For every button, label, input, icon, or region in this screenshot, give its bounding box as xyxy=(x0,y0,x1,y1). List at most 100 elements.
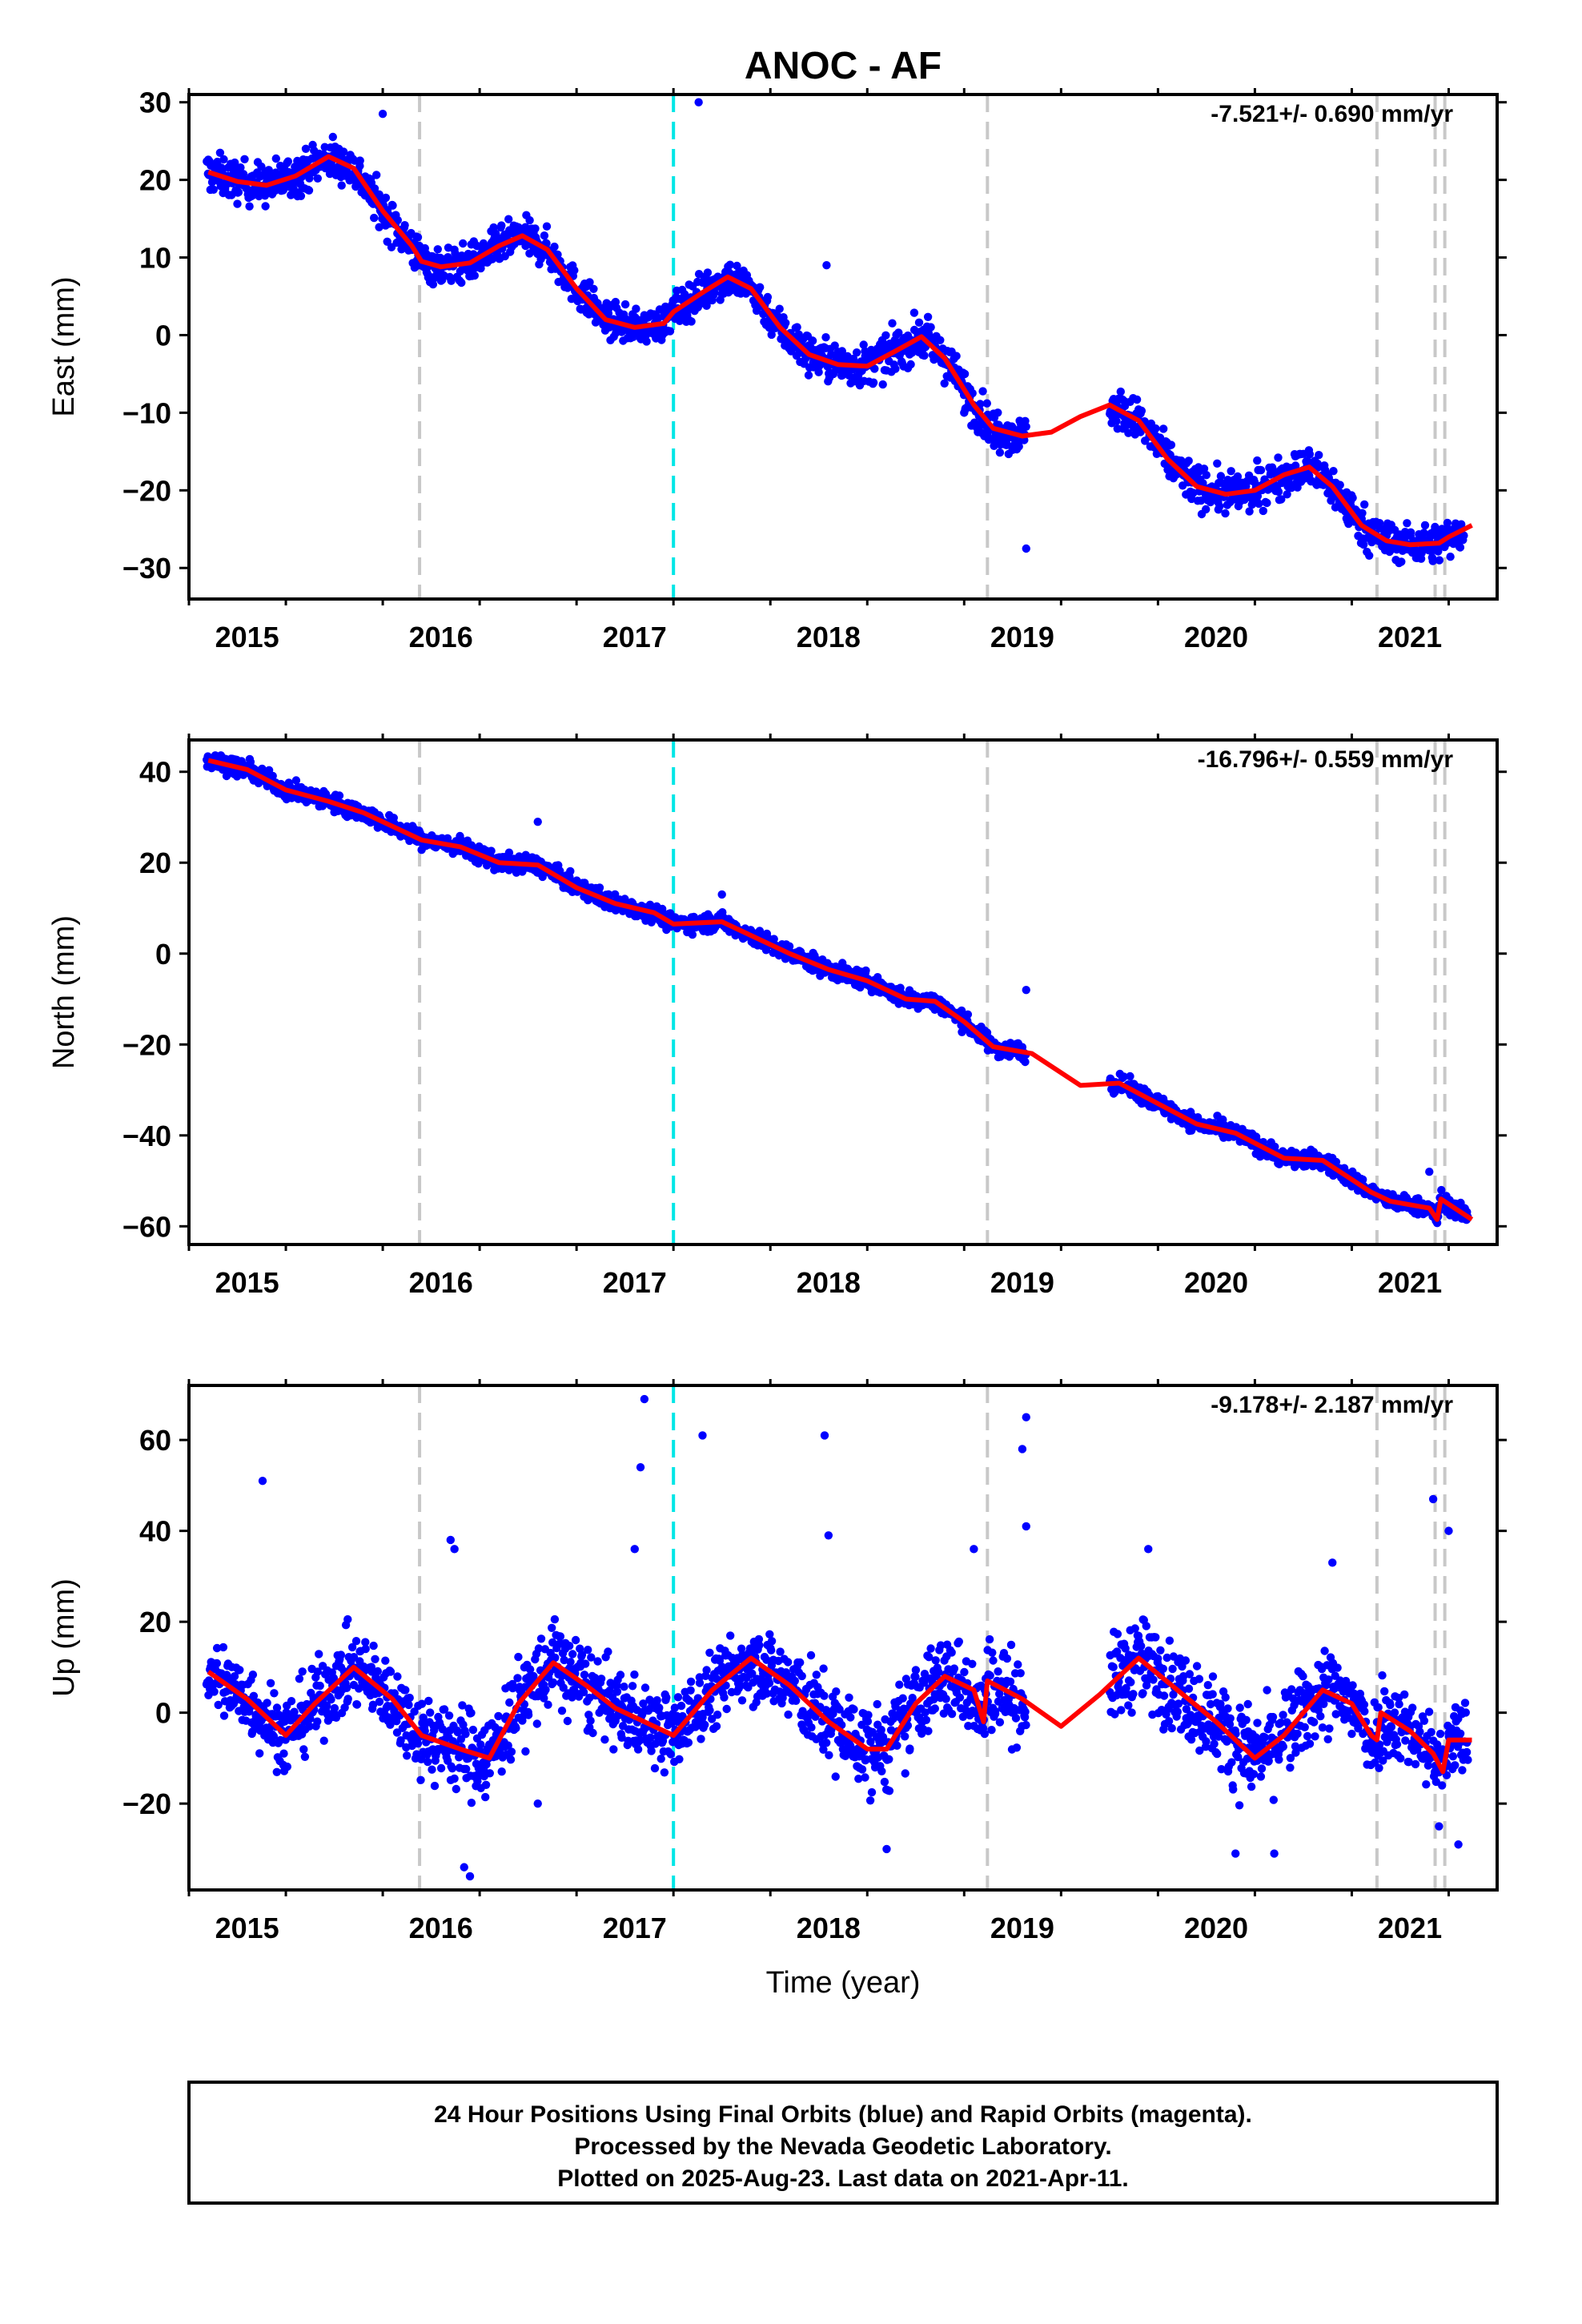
x-tick-label: 2016 xyxy=(409,621,473,653)
observation-point xyxy=(936,336,945,344)
observation-point xyxy=(688,930,697,939)
observation-point xyxy=(329,1674,339,1683)
observation-point xyxy=(279,1749,288,1758)
observation-point xyxy=(369,1641,378,1651)
observation-point xyxy=(436,1763,446,1773)
observation-point xyxy=(271,154,280,163)
outlier-point xyxy=(694,98,703,107)
observation-point xyxy=(544,1700,552,1709)
observation-point xyxy=(328,132,337,142)
observation-point xyxy=(963,1010,973,1019)
observation-point xyxy=(694,270,704,279)
observation-point xyxy=(566,1658,575,1667)
observation-point xyxy=(347,1642,357,1652)
observation-point xyxy=(524,1711,533,1719)
observation-point xyxy=(453,1727,462,1737)
observation-point xyxy=(1432,1219,1442,1228)
model-fit-line xyxy=(207,758,1474,1222)
observation-point xyxy=(355,156,364,165)
observation-point xyxy=(687,317,696,326)
outlier-point xyxy=(960,408,969,417)
observation-point xyxy=(589,284,598,293)
observation-point xyxy=(272,1767,281,1776)
observation-point xyxy=(513,1674,522,1683)
observation-point xyxy=(393,1672,402,1681)
observation-point xyxy=(563,1716,572,1726)
observation-point xyxy=(239,170,248,179)
up-panel: 2015 2016 2017 2018 2019 2020 2021−200204060Up… xyxy=(47,1379,1507,1944)
y-tick-label: 20 xyxy=(139,164,171,197)
observation-point xyxy=(323,1701,331,1711)
observation-point xyxy=(1159,424,1168,433)
observation-point xyxy=(448,1764,457,1773)
observation-point xyxy=(476,1740,485,1749)
observation-point xyxy=(504,215,513,223)
observation-point xyxy=(994,408,1002,417)
observation-point xyxy=(605,1686,614,1695)
observation-point xyxy=(579,1687,588,1697)
observation-point xyxy=(1215,502,1224,511)
observation-point xyxy=(214,1700,223,1710)
x-tick-label: 2017 xyxy=(603,1266,667,1299)
observation-point xyxy=(375,1697,384,1707)
observation-point xyxy=(212,1659,222,1668)
north-panel: 2015 2016 2017 2018 2019 2020 2021−60−40−20020… xyxy=(47,734,1507,1299)
observation-point xyxy=(331,1713,341,1722)
observation-point xyxy=(416,1775,425,1784)
observation-point xyxy=(1428,557,1437,565)
y-axis-label: North (mm) xyxy=(47,915,81,1069)
observation-point xyxy=(481,1792,490,1802)
observation-point xyxy=(430,1781,440,1791)
outlier-point xyxy=(378,110,387,119)
observation-point xyxy=(596,1675,606,1683)
observation-point xyxy=(1291,461,1300,470)
observation-point xyxy=(1199,464,1209,473)
observation-point xyxy=(372,171,381,179)
observation-point xyxy=(351,1637,361,1646)
observation-point xyxy=(557,1707,567,1715)
observation-point xyxy=(1253,492,1263,501)
observation-point xyxy=(1255,499,1263,509)
observation-point xyxy=(894,328,903,337)
observation-point xyxy=(540,1694,548,1703)
x-tick-label: 2019 xyxy=(990,621,1054,653)
observation-point xyxy=(313,174,322,183)
observation-point xyxy=(686,1686,695,1695)
east-panel: 2015 2016 2017 2018 2019 2020 2021−30−20−10010… xyxy=(47,86,1507,653)
observation-point xyxy=(375,223,383,231)
observation-point xyxy=(628,1682,637,1691)
observation-point xyxy=(1419,529,1428,537)
observation-point xyxy=(270,1689,279,1698)
observation-point xyxy=(1437,1185,1446,1195)
observation-point xyxy=(352,1700,362,1709)
observation-point xyxy=(645,900,655,910)
observation-point xyxy=(686,1677,696,1687)
observation-point xyxy=(291,776,301,785)
observation-point xyxy=(600,1735,609,1744)
observation-point xyxy=(1166,440,1176,449)
observation-point xyxy=(1365,551,1374,560)
observation-point xyxy=(763,292,773,302)
observation-point xyxy=(703,268,713,277)
observation-point xyxy=(396,1736,405,1745)
observation-point xyxy=(914,318,924,327)
y-tick-label: 10 xyxy=(139,242,171,275)
observation-point xyxy=(891,364,900,373)
observation-point xyxy=(230,1672,239,1681)
y-tick-label: −30 xyxy=(122,552,171,585)
observation-points xyxy=(203,98,1468,568)
observation-point xyxy=(1360,500,1369,509)
observation-point xyxy=(630,1670,639,1679)
observation-point xyxy=(342,1683,351,1692)
observation-point xyxy=(650,1763,660,1773)
observation-point xyxy=(1021,1057,1030,1067)
y-tick-label: −20 xyxy=(122,474,171,507)
observation-point xyxy=(413,233,423,242)
observation-point xyxy=(548,1623,556,1633)
x-tick-label: 2018 xyxy=(797,1266,861,1299)
observation-point xyxy=(388,201,397,210)
observation-point xyxy=(525,215,534,225)
observation-point xyxy=(559,1683,568,1692)
observation-point xyxy=(272,1703,282,1712)
